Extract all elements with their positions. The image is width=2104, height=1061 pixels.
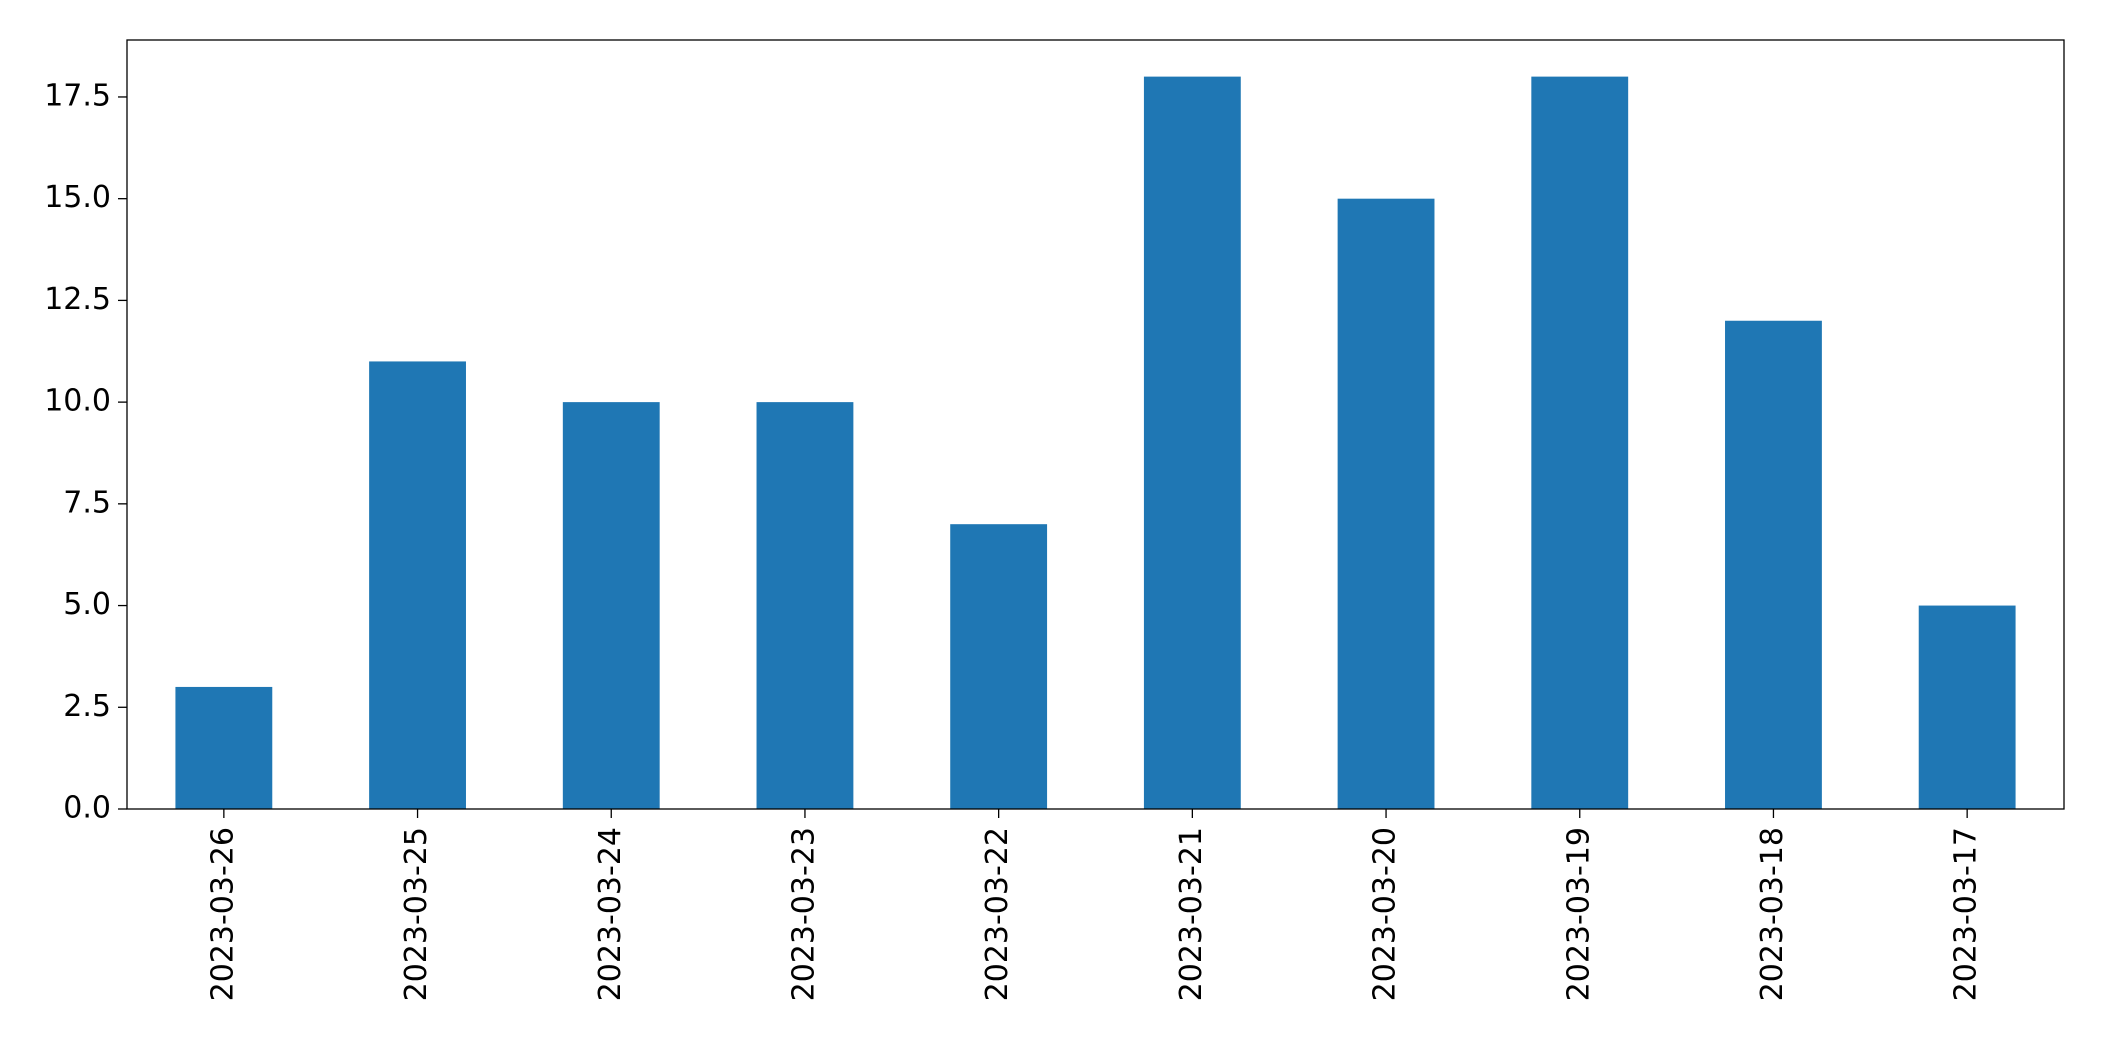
y-tick-label: 0.0 [63,791,111,826]
y-tick-label: 17.5 [44,78,111,113]
bar [1725,320,1822,809]
plot-frame [126,39,2065,810]
x-tick-label: 2023-03-26 [205,827,240,1001]
y-tick-label: 10.0 [44,384,111,419]
x-tick-label: 2023-03-17 [1949,827,1984,1001]
y-tick-label: 12.5 [44,282,111,317]
bar [756,402,854,809]
bar [950,524,1048,809]
y-tick-label: 7.5 [63,485,111,520]
x-tick-label: 2023-03-23 [786,827,821,1001]
x-tick-label: 2023-03-22 [980,827,1015,1001]
x-tick-label: 2023-03-21 [1174,827,1209,1001]
y-tick-label: 15.0 [44,180,111,215]
y-tick-label: 5.0 [63,587,111,622]
bar [1531,76,1629,810]
y-tick-label: 2.5 [63,689,111,724]
bar [1337,198,1435,809]
bar [1918,605,2016,809]
bar [562,402,660,809]
x-tick-label: 2023-03-20 [1368,827,1403,1001]
x-tick-label: 2023-03-25 [399,827,434,1001]
x-tick-label: 2023-03-18 [1755,827,1790,1001]
bar [175,686,273,809]
x-tick-label: 2023-03-24 [593,827,628,1001]
x-tick-label: 2023-03-19 [1561,827,1596,1001]
bar [1143,76,1241,810]
bar [369,361,466,809]
